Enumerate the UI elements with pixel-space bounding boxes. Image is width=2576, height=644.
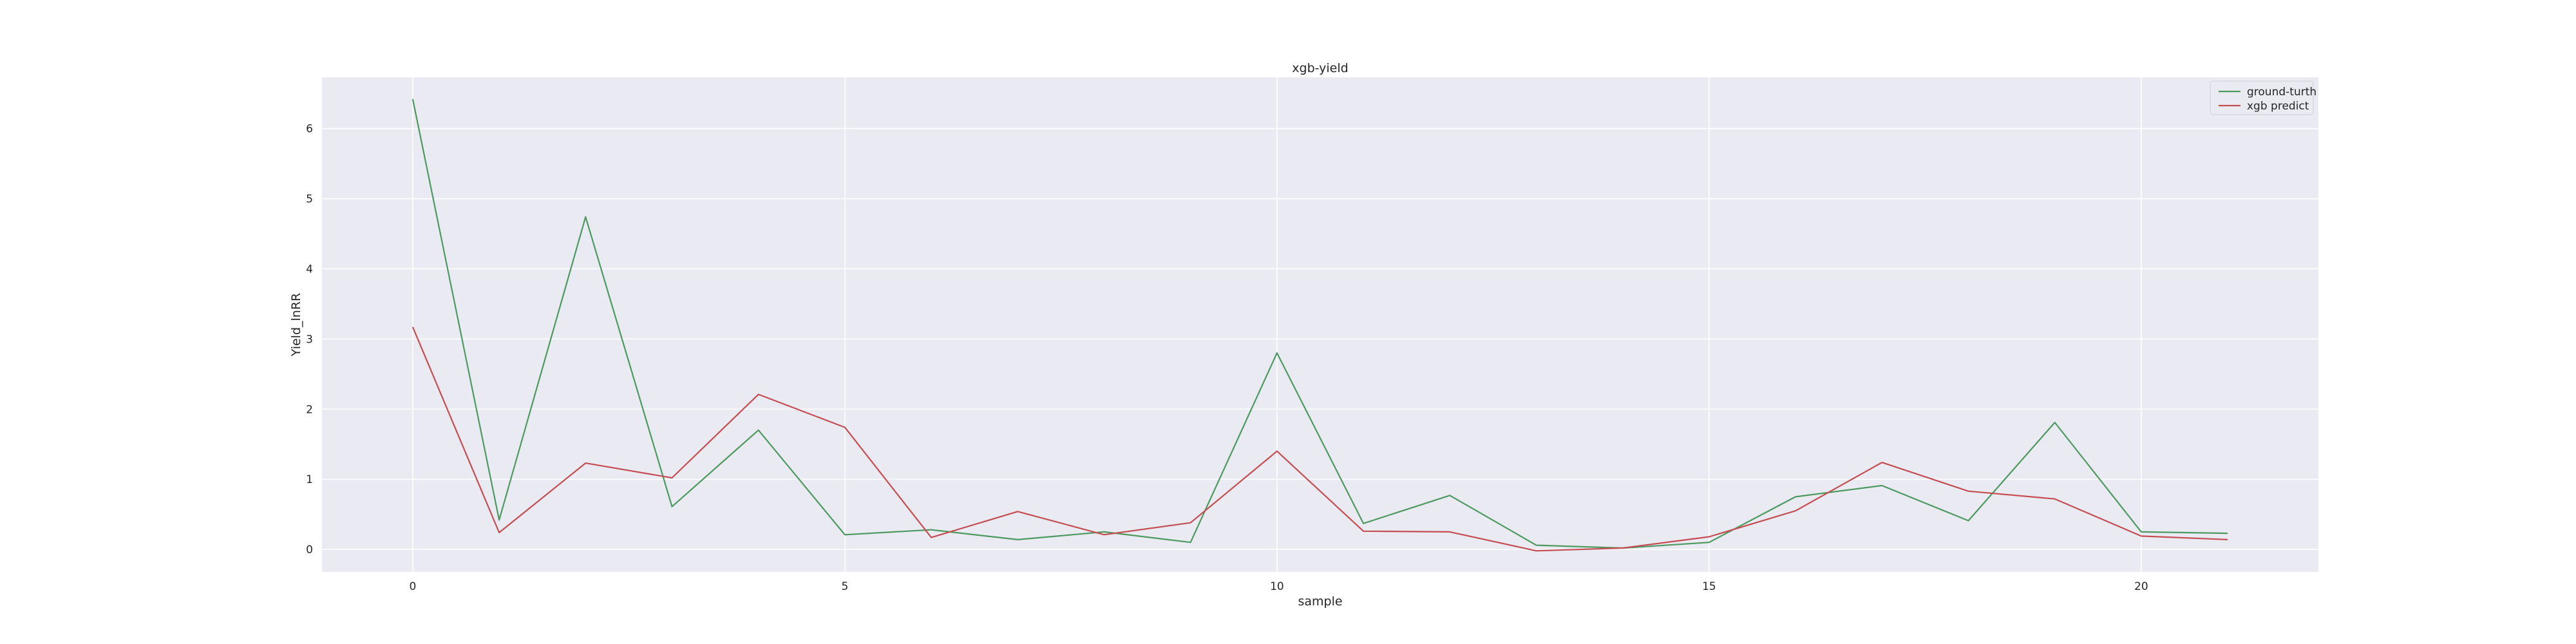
x-tick-label: 5 [841, 580, 848, 593]
plot-background [322, 77, 2318, 572]
y-tick-label: 0 [306, 544, 313, 556]
y-axis-label: Yield_lnRR [289, 293, 303, 357]
chart-title: xgb-yield [1292, 61, 1348, 75]
x-tick-label: 0 [409, 580, 416, 593]
tick-labels: 0 5 10 15 20 0 1 2 3 4 5 6 [306, 123, 2148, 593]
x-axis-label: sample [1298, 594, 1342, 609]
x-tick-label: 15 [1702, 580, 1716, 593]
series-lines [412, 99, 2228, 552]
series-line-xgb-predict [412, 327, 2228, 552]
y-tick-label: 6 [306, 123, 313, 136]
y-tick-label: 4 [306, 263, 313, 276]
x-tick-label: 20 [2134, 580, 2148, 593]
y-tick-label: 5 [306, 193, 313, 205]
y-tick-label: 1 [306, 473, 313, 486]
legend-label: xgb predict [2247, 100, 2309, 113]
y-tick-label: 2 [306, 403, 313, 416]
y-tick-label: 3 [306, 333, 313, 346]
gridlines [322, 77, 2318, 572]
series-line-ground-turth [412, 99, 2228, 549]
x-tick-label: 10 [1270, 580, 1284, 593]
legend-label: ground-turth [2247, 86, 2316, 99]
